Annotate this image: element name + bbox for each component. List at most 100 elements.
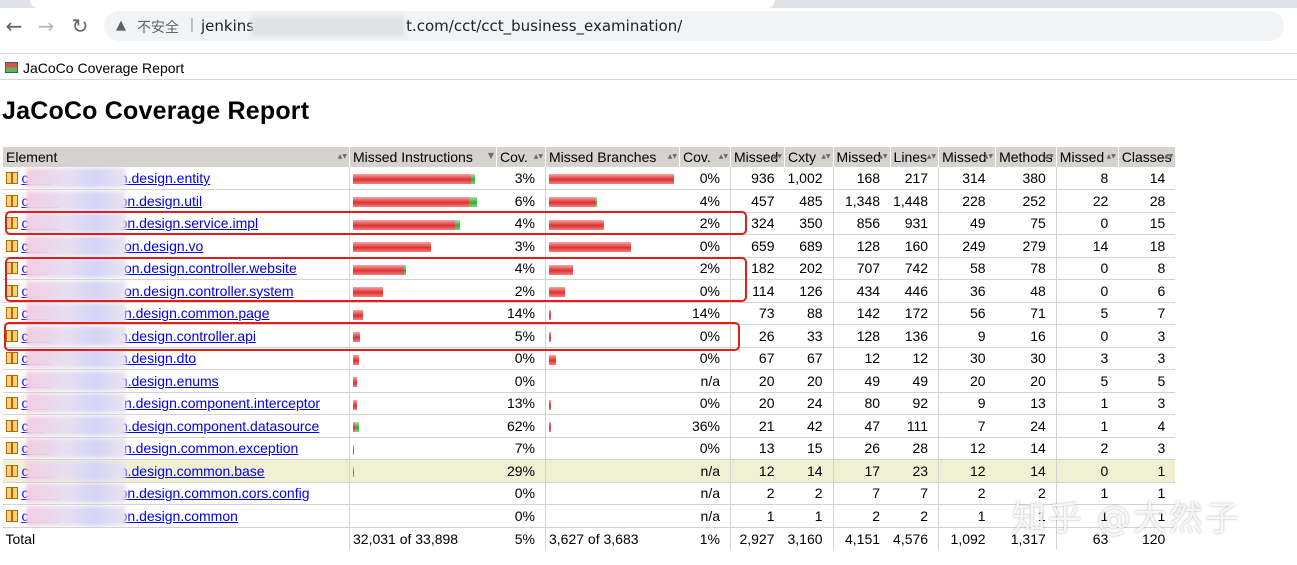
cxty: 24 bbox=[784, 392, 834, 415]
column-header-instruction-coverage[interactable]: Cov. ▲▼ bbox=[496, 147, 546, 167]
methods-missed: 58 bbox=[938, 257, 996, 280]
cxty: 1,002 bbox=[784, 167, 834, 190]
branch-coverage: 0% bbox=[679, 392, 731, 415]
column-header-classes-missed[interactable]: Missed ▲▼ bbox=[1055, 147, 1119, 167]
cxty-missed: 1 bbox=[730, 504, 785, 528]
instruction-coverage: 3% bbox=[496, 167, 546, 190]
package-icon bbox=[5, 172, 18, 184]
cxty-missed: 12 bbox=[730, 459, 785, 483]
report-icon bbox=[5, 62, 18, 73]
branch-coverage: 2% bbox=[679, 257, 731, 280]
sort-icon: ▲▼ bbox=[878, 153, 888, 160]
classes-missed: 0 bbox=[1055, 459, 1119, 483]
sort-icon: ▲▼ bbox=[337, 153, 347, 160]
column-header-classes[interactable]: Classes ▲▼ bbox=[1117, 147, 1176, 167]
package-name-suffix: n.design.dto bbox=[119, 350, 197, 367]
methods: 380 bbox=[995, 167, 1057, 190]
methods-missed: 30 bbox=[938, 347, 996, 370]
back-arrow-icon[interactable]: ← bbox=[5, 14, 23, 38]
methods-missed: 56 bbox=[938, 302, 996, 325]
lines-missed: 1,348 bbox=[832, 189, 891, 213]
url-suffix: t.com/cct/cct_business_examination/ bbox=[406, 17, 683, 35]
cxty: 2 bbox=[784, 482, 834, 505]
column-header-lines[interactable]: Lines ▲▼ bbox=[889, 147, 939, 167]
lines: 160 bbox=[890, 234, 939, 258]
lines: 92 bbox=[890, 392, 939, 415]
active-tab[interactable] bbox=[30, 0, 775, 8]
cxty-missed: 20 bbox=[730, 392, 785, 415]
column-header-missed-branches[interactable]: Missed Branches ▲▼ bbox=[545, 147, 680, 167]
insecure-label[interactable]: 不安全 bbox=[137, 20, 179, 36]
classes: 3 bbox=[1118, 324, 1176, 348]
url-separator: | bbox=[190, 16, 194, 33]
blur-mask bbox=[25, 460, 126, 481]
column-header-cxty[interactable]: Cxty ▲▼ bbox=[784, 147, 834, 167]
blur-mask bbox=[25, 303, 126, 324]
branch-coverage: n/a bbox=[679, 459, 731, 483]
branch-coverage: n/a bbox=[679, 482, 731, 505]
element-cell: com.n.design.dto bbox=[2, 347, 350, 370]
column-header-missed-instructions[interactable]: Missed Instructions ▼ bbox=[349, 147, 497, 167]
blur-mask bbox=[25, 393, 126, 414]
annotation-box-controller-api bbox=[4, 322, 740, 351]
missed-branches-bar bbox=[545, 189, 680, 213]
methods: 2 bbox=[995, 482, 1057, 505]
methods-missed: 49 bbox=[938, 212, 996, 235]
element-cell: comn.design.common.exception bbox=[2, 437, 350, 460]
total-instruction-coverage: 5% bbox=[496, 526, 546, 550]
covered-bar bbox=[469, 197, 477, 208]
breadcrumb-label[interactable]: JaCoCo Coverage Report bbox=[23, 60, 185, 76]
missed-branches-bar bbox=[545, 392, 680, 415]
missed-bar bbox=[549, 219, 603, 230]
blur-mask bbox=[25, 370, 126, 391]
table-body: com.n.design.entity3%0%9361,002168217314… bbox=[2, 167, 1176, 528]
total-methods: 1,317 bbox=[995, 526, 1057, 550]
column-header-branch-coverage[interactable]: Cov. ▲▼ bbox=[679, 147, 731, 167]
branch-coverage: 0% bbox=[679, 347, 731, 370]
column-header-label: Missed Instructions bbox=[353, 149, 473, 165]
column-header-label: Lines bbox=[893, 149, 928, 165]
methods-missed: 12 bbox=[938, 459, 996, 483]
table-row: comn.design.component.interceptor 13% 0%20… bbox=[2, 392, 1176, 415]
branch-coverage: 0% bbox=[679, 167, 731, 190]
lines-missed: 128 bbox=[832, 234, 891, 258]
package-icon bbox=[5, 374, 18, 387]
package-name-suffix: n.design.component.datasource bbox=[120, 417, 320, 434]
instruction-coverage: 29% bbox=[496, 459, 546, 483]
classes-missed: 0 bbox=[1055, 212, 1119, 235]
instruction-coverage: 0% bbox=[496, 482, 546, 505]
package-name-suffix: n.design.common.page bbox=[123, 305, 270, 322]
warning-triangle-icon[interactable]: ▲ bbox=[116, 18, 126, 33]
column-header-methods-missed[interactable]: Missed ▲▼ bbox=[938, 147, 996, 167]
total-lines-missed: 4,151 bbox=[832, 526, 891, 550]
covered-bar bbox=[471, 174, 475, 185]
address-bar[interactable]: ▲ 不安全 | jenkins t.com/cct/cct_business_ex… bbox=[104, 11, 1284, 41]
cxty-missed: 20 bbox=[730, 369, 785, 393]
total-methods-missed: 1,092 bbox=[938, 526, 996, 550]
missed-bar bbox=[353, 242, 431, 253]
column-header-lines-missed[interactable]: Missed ▲▼ bbox=[832, 147, 891, 167]
column-header-cxty-missed[interactable]: Missed ▲▼ bbox=[730, 147, 785, 167]
methods: 20 bbox=[995, 369, 1057, 393]
url-text[interactable]: jenkins t.com/cct/cct_business_examinatio… bbox=[201, 17, 682, 35]
cxty-missed: 936 bbox=[730, 167, 785, 190]
forward-arrow-icon[interactable]: → bbox=[37, 14, 55, 38]
table-row: com.eon.design.service.impl4%2%324350856… bbox=[2, 212, 1176, 235]
column-header-label: Missed bbox=[734, 149, 779, 165]
lines-missed: 142 bbox=[832, 302, 891, 325]
column-header-methods[interactable]: Methods ▲▼ bbox=[995, 147, 1057, 167]
cxty: 33 bbox=[784, 324, 834, 348]
cxty: 126 bbox=[784, 279, 834, 303]
classes-missed: 0 bbox=[1055, 279, 1119, 303]
cxty: 20 bbox=[784, 369, 834, 393]
missed-bar bbox=[549, 399, 551, 410]
missed-bar bbox=[353, 219, 455, 230]
classes: 3 bbox=[1118, 392, 1176, 415]
column-header-element[interactable]: Element ▲▼ bbox=[2, 147, 350, 167]
reload-icon[interactable]: ↻ bbox=[71, 14, 89, 38]
total-missed-instructions: 32,031 of 33,898 bbox=[349, 526, 497, 550]
sort-icon: ▲▼ bbox=[1106, 153, 1116, 160]
classes: 5 bbox=[1118, 369, 1176, 393]
column-header-label: Cxty bbox=[788, 149, 816, 165]
